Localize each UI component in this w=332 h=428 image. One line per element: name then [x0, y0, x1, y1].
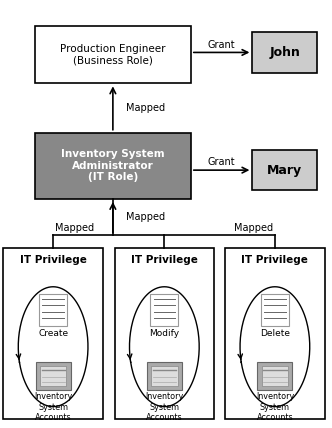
FancyBboxPatch shape [39, 294, 67, 326]
Text: Mapped: Mapped [126, 103, 165, 113]
FancyBboxPatch shape [36, 362, 71, 390]
FancyBboxPatch shape [225, 248, 325, 419]
FancyBboxPatch shape [262, 366, 288, 386]
Text: Mary: Mary [267, 163, 302, 177]
FancyBboxPatch shape [115, 248, 214, 419]
Text: Production Engineer
(Business Role): Production Engineer (Business Role) [60, 44, 166, 65]
FancyBboxPatch shape [147, 362, 182, 390]
Text: IT Privilege: IT Privilege [131, 255, 198, 265]
Text: IT Privilege: IT Privilege [20, 255, 87, 265]
Text: Grant: Grant [208, 158, 235, 167]
FancyBboxPatch shape [252, 32, 317, 73]
FancyBboxPatch shape [35, 26, 191, 83]
Text: Mapped: Mapped [55, 223, 94, 233]
FancyBboxPatch shape [252, 150, 317, 190]
Text: IT Privilege: IT Privilege [241, 255, 308, 265]
Text: Grant: Grant [208, 40, 235, 50]
FancyBboxPatch shape [40, 366, 66, 386]
Text: Mapped: Mapped [126, 212, 165, 222]
FancyBboxPatch shape [258, 362, 292, 390]
FancyBboxPatch shape [35, 133, 191, 199]
Text: Mapped: Mapped [234, 223, 273, 233]
FancyBboxPatch shape [3, 248, 103, 419]
Text: John: John [269, 46, 300, 59]
Text: Create: Create [38, 329, 68, 338]
Text: Modify: Modify [149, 329, 179, 338]
FancyBboxPatch shape [150, 294, 179, 326]
Text: Inventory
System
Accounts: Inventory System Accounts [256, 392, 294, 422]
Text: Inventory
System
Accounts: Inventory System Accounts [145, 392, 184, 422]
FancyBboxPatch shape [151, 366, 178, 386]
FancyBboxPatch shape [261, 294, 289, 326]
Text: Inventory System
Administrator
(IT Role): Inventory System Administrator (IT Role) [61, 149, 165, 182]
Text: Inventory
System
Accounts: Inventory System Accounts [34, 392, 72, 422]
Text: Delete: Delete [260, 329, 290, 338]
